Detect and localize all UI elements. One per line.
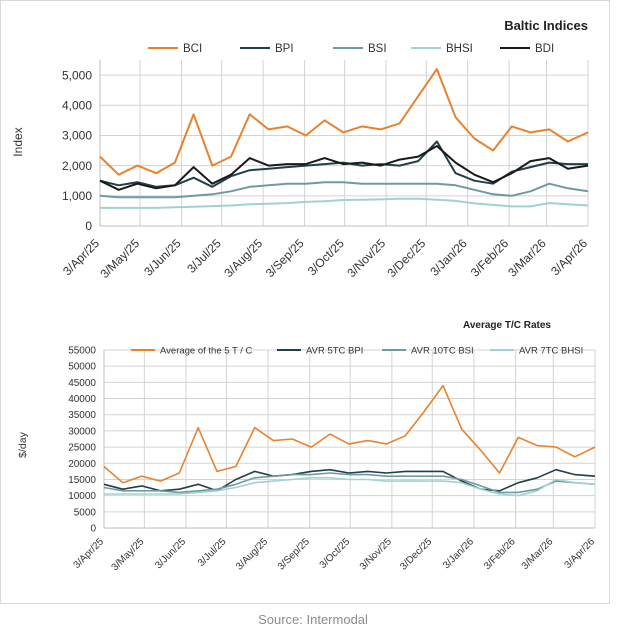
x-tick-label: 3/Jul/25: [196, 536, 229, 569]
y-tick-label: 20000: [68, 459, 96, 470]
legend-label: BSI: [368, 43, 387, 55]
x-tick-label: 3/Jul/25: [184, 236, 224, 276]
series-line-1: [99, 68, 589, 176]
y-tick-label: 5000: [74, 507, 97, 518]
y-tick-label: 5,000: [62, 68, 92, 82]
y-tick-label: 30000: [68, 426, 96, 437]
x-tick-label: 3/Apr/26: [548, 236, 590, 278]
x-tick-label: 3/Sep/25: [263, 236, 307, 280]
legend-label: BDI: [535, 43, 554, 55]
x-tick-label: 3/Jan/26: [441, 536, 476, 571]
y-tick-label: 0: [90, 524, 96, 535]
x-tick-label: 3/Apr/25: [60, 236, 102, 278]
chart-1: Baltic Indices Index 0 1,000 2,000 3,000 4,000…: [11, 18, 590, 281]
y-tick-label: 4,000: [62, 98, 92, 112]
x-tick-label: 3/Aug/25: [221, 236, 265, 280]
series-line-4: [100, 197, 589, 209]
y-tick-label: 10000: [68, 491, 96, 502]
x-tick-label: 3/Mar/26: [520, 536, 556, 572]
legend-label: BPI: [275, 43, 294, 55]
legend-label: AVR 10TC BSI: [411, 345, 474, 356]
x-tick-label: 3/Nov/25: [358, 536, 394, 572]
x-tick-label: 3/Dec/25: [384, 236, 428, 280]
y-tick-label: 25000: [68, 443, 96, 454]
series-line-4: [104, 476, 596, 497]
legend-label: BHSI: [446, 43, 473, 55]
x-tick-label: 3/Apr/26: [563, 536, 598, 571]
series-line-3: [103, 472, 596, 494]
x-tick-label: 3/Oct/25: [305, 236, 347, 278]
y-tick-label: 3,000: [62, 129, 92, 143]
y-tick-label: 2,000: [62, 159, 92, 173]
y-axis-label: Index: [11, 127, 25, 156]
legend-label: AVR 7TC BHSI: [519, 345, 583, 356]
x-tick-label: 3/Jun/25: [153, 536, 188, 571]
legend-label: Average of the 5 T / C: [160, 345, 253, 356]
y-axis-label: $/day: [17, 431, 29, 457]
legend-label: AVR 5TC BPI: [306, 345, 363, 356]
chart-title: Baltic Indices: [504, 18, 588, 33]
y-tick-label: 55000: [68, 346, 96, 357]
series-line-3: [99, 181, 589, 199]
y-tick-label: 35000: [68, 410, 96, 421]
x-tick-label: 3/Feb/26: [468, 236, 512, 280]
x-tick-label: 3/Jun/25: [141, 236, 184, 279]
x-tick-label: 3/May/25: [110, 536, 147, 573]
x-tick-label: 3/Sep/25: [276, 536, 312, 572]
source-note: Source: Intermodal: [258, 612, 368, 627]
x-tick-label: 3/Dec/25: [398, 536, 434, 572]
y-tick-label: 50000: [68, 362, 96, 373]
x-tick-label: 3/Aug/25: [234, 536, 270, 572]
series-line-1: [103, 384, 596, 484]
y-tick-label: 45000: [68, 378, 96, 389]
y-tick-label: 40000: [68, 394, 96, 405]
y-tick-label: 15000: [68, 475, 96, 486]
x-tick-label: 3/Nov/25: [344, 236, 388, 280]
x-tick-label: 3/Mar/26: [505, 236, 549, 280]
series-line-5: [99, 145, 589, 191]
x-tick-label: 3/Jan/26: [427, 236, 470, 279]
y-tick-label: 1,000: [62, 189, 92, 203]
x-tick-label: 3/Apr/25: [72, 536, 107, 571]
chart-2: Average T/C Rates $/day 0 5000 10000 15000 200…: [17, 320, 597, 573]
chart-title: Average T/C Rates: [463, 320, 551, 331]
x-tick-label: 3/May/25: [97, 236, 142, 281]
x-tick-label: 3/Oct/25: [318, 536, 353, 571]
x-tick-label: 3/Feb/26: [482, 536, 518, 572]
y-tick-label: 0: [85, 219, 92, 233]
series-line-2: [103, 468, 596, 492]
legend-label: BCI: [183, 43, 202, 55]
